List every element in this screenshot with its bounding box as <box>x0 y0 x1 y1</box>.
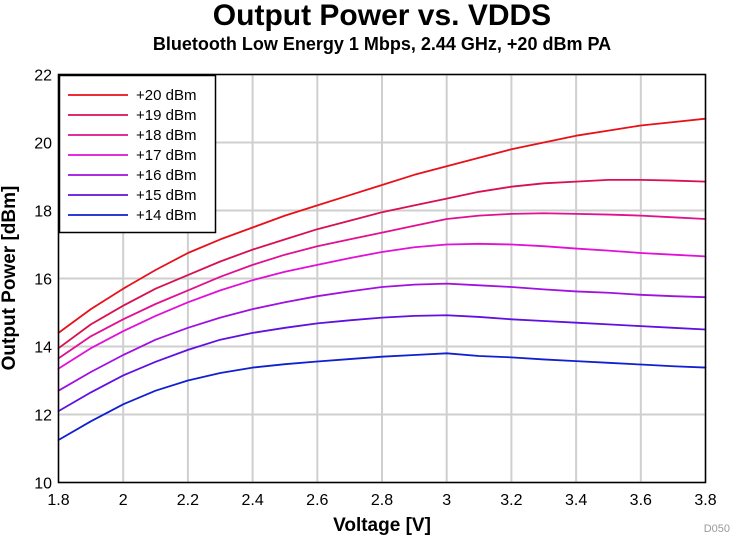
x-tick-label: 2.8 <box>371 492 393 509</box>
y-tick-label: 12 <box>34 408 52 425</box>
x-axis-ticks: 1.8 2 2.2 2.4 2.6 2.8 3 3.2 3.4 3.6 3.8 <box>47 492 716 509</box>
y-tick-label: 10 <box>34 476 52 493</box>
series-line-16-dbm <box>57 282 707 392</box>
plot-area <box>57 73 707 484</box>
series-line-19-dbm <box>57 178 707 350</box>
legend-label: +14 dBm <box>136 207 196 224</box>
x-tick-label: 3.8 <box>694 492 716 509</box>
series-line-15-dbm <box>57 314 707 413</box>
series-line-20-dbm <box>57 117 707 334</box>
legend-label: +18 dBm <box>136 127 196 144</box>
figure-id: D050 <box>704 523 730 535</box>
x-tick-label: 3.2 <box>500 492 522 509</box>
y-tick-label: 20 <box>34 136 52 153</box>
x-tick-label: 2.6 <box>306 492 328 509</box>
x-tick-label: 2 <box>119 492 128 509</box>
y-axis-label: Output Power [dBm] <box>0 186 20 371</box>
y-tick-label: 18 <box>34 204 52 221</box>
y-axis-ticks: 10 12 14 16 18 20 22 <box>34 68 52 493</box>
series-line-14-dbm <box>57 352 707 441</box>
x-tick-label: 2.2 <box>177 492 199 509</box>
series-lines <box>57 117 707 441</box>
x-tick-label: 1.8 <box>47 492 69 509</box>
legend-items: +20 dBm +19 dBm +18 dBm +17 dBm +16 dBm +15 d… <box>68 87 196 224</box>
x-tick-label: 3.4 <box>565 492 587 509</box>
x-axis-label: Voltage [V] <box>333 515 431 535</box>
legend-box <box>58 74 217 234</box>
series-line-17-dbm <box>57 242 707 370</box>
legend-label: +17 dBm <box>136 147 196 164</box>
x-tick-label: 2.4 <box>241 492 263 509</box>
legend-label: +20 dBm <box>136 87 196 104</box>
legend-label: +15 dBm <box>136 187 196 204</box>
chart-subtitle: Bluetooth Low Energy 1 Mbps, 2.44 GHz, +… <box>153 34 611 54</box>
x-tick-label: 3 <box>442 492 451 509</box>
x-tick-label: 3.6 <box>630 492 652 509</box>
y-tick-label: 16 <box>34 272 52 289</box>
series-line-18-dbm <box>57 212 707 360</box>
chart-title: Output Power vs. VDDS <box>213 0 551 32</box>
legend-label: +19 dBm <box>136 107 196 124</box>
legend-label: +16 dBm <box>136 167 196 184</box>
y-tick-label: 22 <box>34 68 52 85</box>
legend: +20 dBm +19 dBm +18 dBm +17 dBm +16 dBm +15 d… <box>58 74 217 234</box>
y-tick-label: 14 <box>34 340 52 357</box>
